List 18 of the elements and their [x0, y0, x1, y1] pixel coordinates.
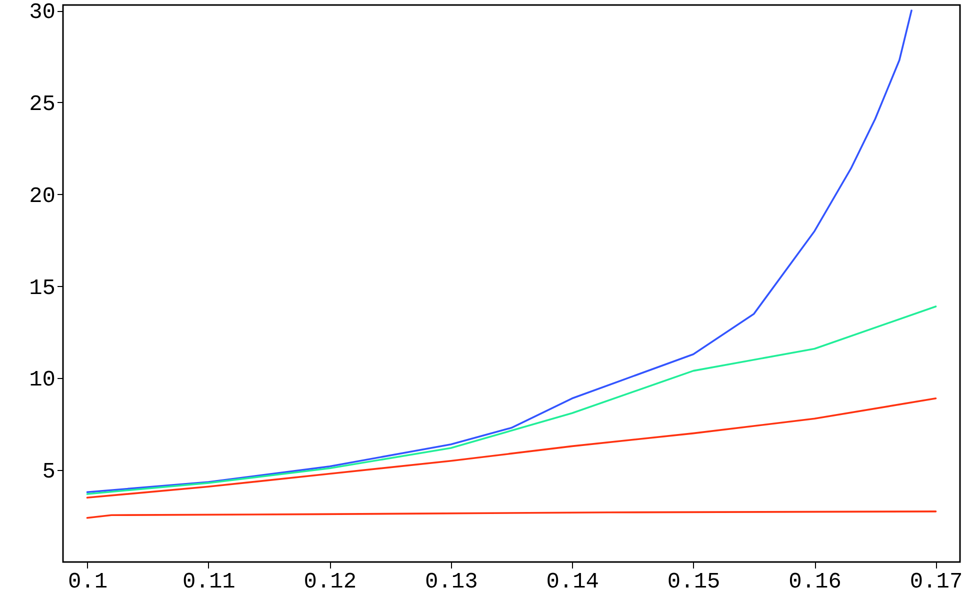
line-series [86, 10, 912, 494]
line-series [86, 510, 937, 519]
y-tick-label: 10 [29, 368, 56, 393]
x-tick-label: 0.11 [182, 570, 236, 594]
x-tick-label: 0.17 [910, 570, 963, 594]
line-series [86, 306, 937, 495]
y-tick-label: 25 [29, 92, 56, 117]
x-tick-label: 0.1 [68, 570, 108, 594]
x-tick-label: 0.13 [424, 570, 478, 594]
y-tick-label: 15 [29, 276, 56, 301]
y-tick-label: 5 [42, 460, 56, 485]
x-tick-label: 0.14 [546, 570, 600, 594]
y-tick-label: 20 [29, 184, 56, 209]
x-tick-label: 0.16 [788, 570, 842, 594]
y-tick-label: 30 [29, 0, 56, 26]
x-tick-label: 0.12 [304, 570, 357, 594]
x-tick-label: 0.15 [667, 570, 720, 594]
line-series [86, 397, 937, 499]
